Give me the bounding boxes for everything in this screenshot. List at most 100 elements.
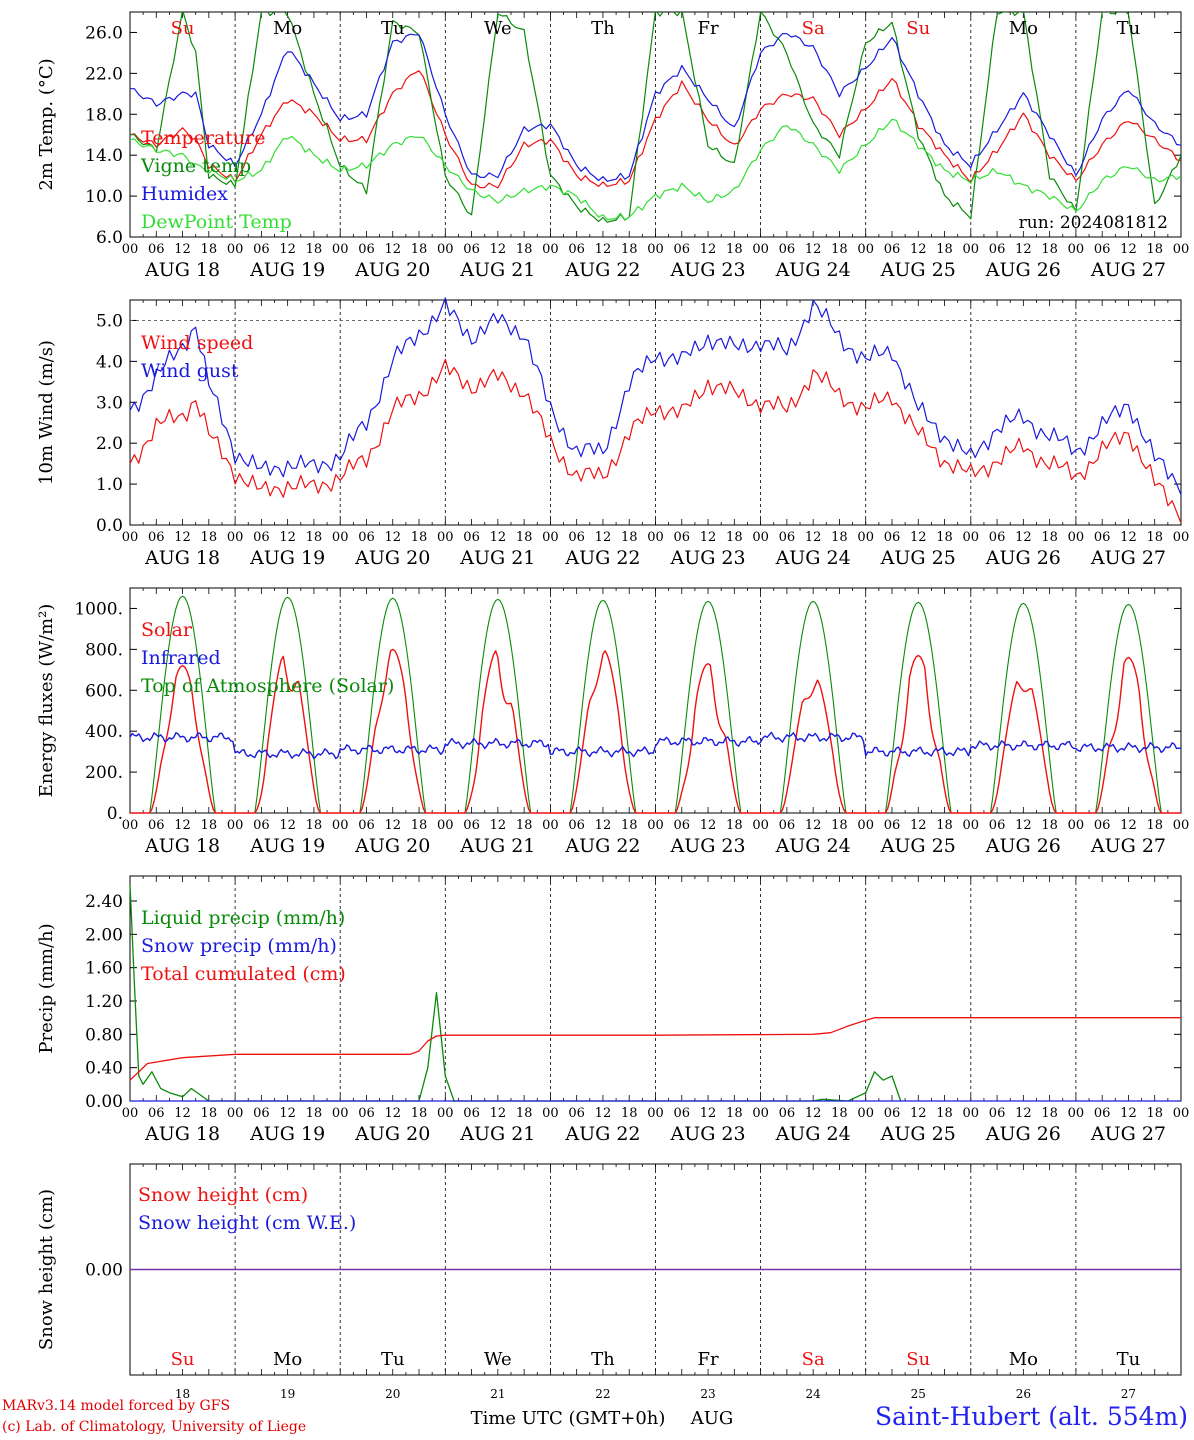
hour-tick-label: 06 xyxy=(674,818,691,833)
hour-tick-label: 06 xyxy=(1094,242,1111,257)
legend-entry: Snow height (cm W.E.) xyxy=(138,1212,356,1234)
day-number-label: 21 xyxy=(490,1387,505,1401)
y-tick-label: 18.0 xyxy=(85,105,123,125)
date-label: AUG 24 xyxy=(775,547,851,569)
date-label: AUG 18 xyxy=(144,835,220,857)
date-label: AUG 21 xyxy=(459,547,535,569)
y-tick-label: 0.40 xyxy=(85,1059,123,1079)
hour-tick-label: 00 xyxy=(227,1106,244,1121)
hour-tick-label: 12 xyxy=(279,242,296,257)
date-label: AUG 22 xyxy=(564,835,640,857)
hour-tick-label: 06 xyxy=(358,530,375,545)
weekday-label: We xyxy=(484,18,512,39)
day-number-label: 24 xyxy=(806,1387,822,1401)
date-label: AUG 19 xyxy=(249,259,325,281)
hour-tick-label: 12 xyxy=(174,242,191,257)
hour-tick-label: 06 xyxy=(674,1106,691,1121)
y-tick-label: 2.40 xyxy=(85,892,123,912)
series-line-infrared xyxy=(129,731,1182,760)
hour-tick-label: 00 xyxy=(122,818,139,833)
y-axis-label: Precip (mm/h) xyxy=(36,923,57,1053)
hour-tick-label: 00 xyxy=(752,1106,769,1121)
legend-entry: Liquid precip (mm/h) xyxy=(141,907,345,929)
hour-tick-label: 00 xyxy=(332,1106,349,1121)
y-tick-label: 14.0 xyxy=(85,146,123,166)
hour-tick-label: 18 xyxy=(201,530,218,545)
hour-tick-label: 00 xyxy=(752,818,769,833)
weekday-label: Mo xyxy=(273,18,302,39)
series-line-humidex xyxy=(130,32,1181,182)
weekday-label: Tu xyxy=(1117,18,1141,39)
hour-tick-label: 00 xyxy=(1173,242,1190,257)
weekday-label: Sa xyxy=(802,1349,825,1370)
plot-frame xyxy=(129,11,1182,238)
legend-entry: DewPoint Temp xyxy=(141,211,292,233)
hour-tick-label: 18 xyxy=(411,530,428,545)
weekday-label: Th xyxy=(591,18,615,39)
legend-entry: Wind speed xyxy=(141,332,253,354)
date-label: AUG 25 xyxy=(880,259,956,281)
hour-tick-label: 00 xyxy=(542,818,559,833)
hour-tick-label: 18 xyxy=(726,530,743,545)
date-label: AUG 22 xyxy=(564,259,640,281)
hour-tick-label: 06 xyxy=(674,530,691,545)
hour-tick-label: 18 xyxy=(1146,530,1163,545)
date-label: AUG 19 xyxy=(249,547,325,569)
hour-tick-label: 00 xyxy=(963,818,980,833)
weekday-label: Tu xyxy=(1117,1349,1141,1370)
weekday-label: We xyxy=(484,1349,512,1370)
hour-tick-label: 18 xyxy=(621,530,638,545)
hour-tick-label: 18 xyxy=(1041,530,1058,545)
hour-tick-label: 12 xyxy=(910,818,927,833)
hour-tick-label: 00 xyxy=(122,1106,139,1121)
hour-tick-label: 12 xyxy=(595,818,612,833)
date-label: AUG 22 xyxy=(564,1123,640,1145)
hour-tick-label: 12 xyxy=(384,818,401,833)
hour-tick-label: 12 xyxy=(384,1106,401,1121)
date-label: AUG 26 xyxy=(985,259,1061,281)
model-credit: MARv3.14 model forced by GFS xyxy=(2,1398,231,1414)
hour-tick-label: 12 xyxy=(384,530,401,545)
hour-tick-label: 12 xyxy=(1015,1106,1032,1121)
date-label: AUG 23 xyxy=(669,1123,745,1145)
hour-tick-label: 18 xyxy=(1041,242,1058,257)
hour-tick-label: 00 xyxy=(752,530,769,545)
date-label: AUG 26 xyxy=(985,547,1061,569)
y-tick-label: 10.0 xyxy=(85,187,123,207)
hour-tick-label: 12 xyxy=(595,242,612,257)
y-tick-label: 800. xyxy=(85,640,123,660)
legend-entry: Solar xyxy=(141,619,193,641)
hour-tick-label: 06 xyxy=(253,1106,270,1121)
hour-tick-label: 18 xyxy=(726,1106,743,1121)
hour-tick-label: 18 xyxy=(1146,242,1163,257)
hour-tick-label: 12 xyxy=(490,242,507,257)
hour-tick-label: 18 xyxy=(516,530,533,545)
series-line-solar xyxy=(130,648,1181,814)
hour-tick-label: 00 xyxy=(963,530,980,545)
hour-tick-label: 06 xyxy=(463,818,480,833)
hour-tick-label: 18 xyxy=(411,1106,428,1121)
day-number-label: 18 xyxy=(175,1387,190,1401)
legend-entry: Wind gust xyxy=(141,360,239,382)
hour-tick-label: 18 xyxy=(831,818,848,833)
series-line-vigne-temp xyxy=(130,12,1181,223)
hour-tick-label: 00 xyxy=(542,530,559,545)
hour-tick-label: 18 xyxy=(831,1106,848,1121)
weekday-label: Su xyxy=(171,1349,195,1370)
hour-tick-label: 18 xyxy=(306,818,323,833)
hour-tick-label: 18 xyxy=(831,242,848,257)
hour-tick-label: 00 xyxy=(332,242,349,257)
date-label: AUG 18 xyxy=(144,259,220,281)
hour-tick-label: 06 xyxy=(463,242,480,257)
plot-frame xyxy=(129,587,1182,814)
legend-entry: Infrared xyxy=(141,647,221,669)
hour-tick-label: 00 xyxy=(647,242,664,257)
hour-tick-label: 06 xyxy=(568,242,585,257)
hour-tick-label: 18 xyxy=(306,242,323,257)
hour-tick-label: 12 xyxy=(805,530,822,545)
station-name: Saint-Hubert (alt. 554m) xyxy=(874,1402,1188,1431)
y-tick-label: 1000. xyxy=(74,599,123,619)
run-label: run: 2024081812 xyxy=(1019,213,1168,233)
date-label: AUG 23 xyxy=(669,259,745,281)
